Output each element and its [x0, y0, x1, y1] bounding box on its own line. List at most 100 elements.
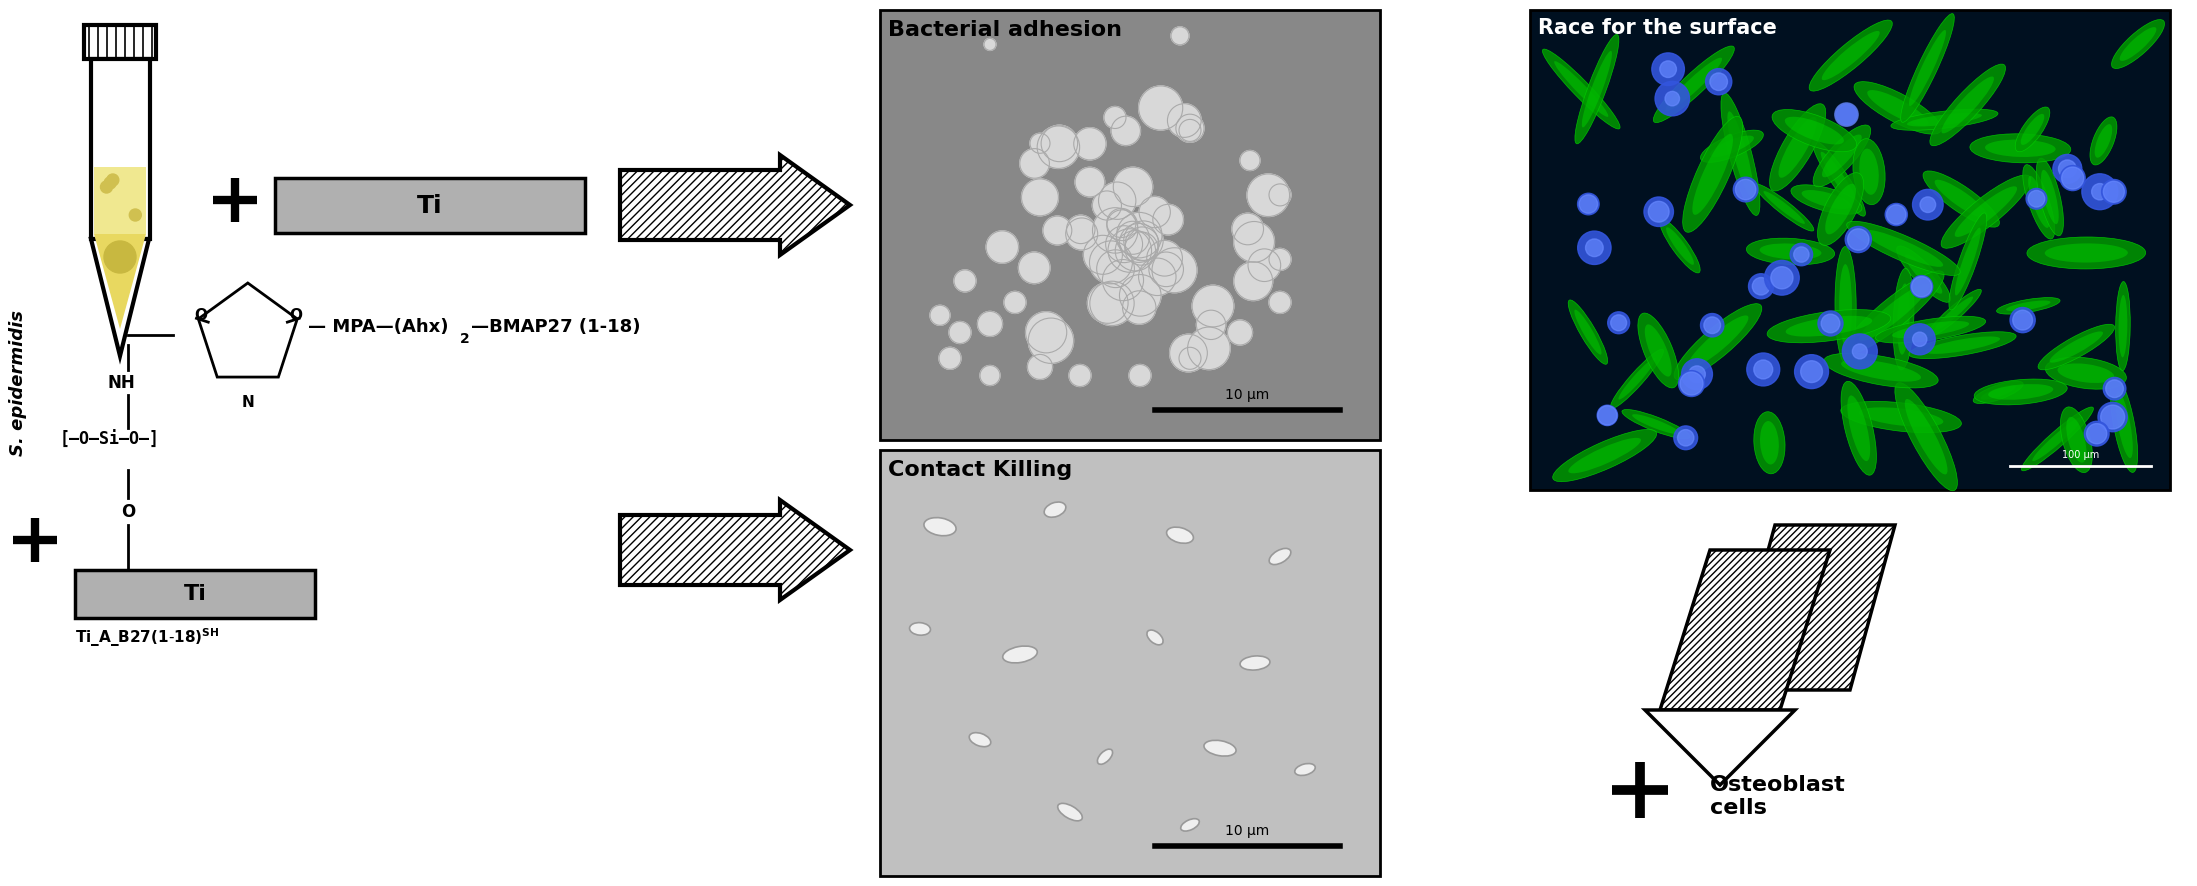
Text: Race for the surface: Race for the surface: [1538, 18, 1777, 38]
Circle shape: [978, 311, 1002, 337]
Circle shape: [1911, 276, 1931, 297]
Circle shape: [1764, 260, 1799, 295]
Circle shape: [1270, 291, 1292, 314]
Ellipse shape: [1784, 117, 1843, 144]
Polygon shape: [1646, 710, 1795, 785]
Ellipse shape: [1610, 349, 1663, 408]
Circle shape: [949, 322, 971, 344]
Circle shape: [1116, 213, 1162, 258]
Circle shape: [1705, 68, 1731, 95]
Ellipse shape: [1569, 438, 1641, 473]
Ellipse shape: [1821, 135, 1861, 177]
Circle shape: [1920, 197, 1936, 213]
Ellipse shape: [2050, 331, 2103, 362]
Circle shape: [2092, 183, 2107, 200]
Ellipse shape: [2116, 282, 2131, 370]
Circle shape: [1083, 236, 1123, 275]
Ellipse shape: [2094, 124, 2111, 158]
Ellipse shape: [1841, 360, 1920, 382]
Ellipse shape: [1764, 191, 1806, 224]
Circle shape: [1597, 405, 1617, 425]
Ellipse shape: [2111, 19, 2164, 68]
Circle shape: [1914, 332, 1927, 346]
Text: Bacterial adhesion: Bacterial adhesion: [888, 20, 1123, 40]
Ellipse shape: [1988, 384, 2054, 400]
Circle shape: [1802, 361, 1824, 383]
Circle shape: [2010, 307, 2034, 333]
Circle shape: [1709, 73, 1727, 90]
Ellipse shape: [2118, 295, 2127, 357]
Circle shape: [1665, 91, 1679, 105]
Circle shape: [1795, 354, 1828, 389]
Ellipse shape: [1925, 337, 1999, 354]
Ellipse shape: [1843, 271, 1944, 354]
Text: NH: NH: [108, 374, 136, 392]
Circle shape: [108, 174, 119, 186]
Circle shape: [2103, 377, 2127, 400]
Circle shape: [1138, 258, 1175, 296]
Text: 2: 2: [459, 332, 470, 346]
Circle shape: [1681, 372, 1703, 395]
Circle shape: [1648, 201, 1670, 222]
Circle shape: [1092, 190, 1120, 220]
Ellipse shape: [1674, 304, 1762, 380]
Ellipse shape: [1894, 383, 1958, 491]
Ellipse shape: [1955, 228, 1982, 295]
Ellipse shape: [1848, 395, 1870, 461]
Ellipse shape: [1646, 324, 1672, 377]
Circle shape: [1090, 241, 1131, 284]
Ellipse shape: [1909, 331, 2017, 359]
Polygon shape: [1661, 550, 1830, 710]
Text: S. epidermidis: S. epidermidis: [9, 310, 26, 456]
Ellipse shape: [2067, 416, 2087, 462]
Circle shape: [2098, 402, 2127, 431]
Ellipse shape: [1909, 30, 1947, 106]
Ellipse shape: [1848, 222, 1960, 276]
Ellipse shape: [1044, 502, 1066, 517]
Text: 10 μm: 10 μm: [1226, 388, 1270, 402]
Ellipse shape: [1180, 819, 1200, 831]
Circle shape: [1837, 105, 1856, 125]
Circle shape: [1905, 323, 1936, 354]
Ellipse shape: [1239, 656, 1270, 670]
Ellipse shape: [1826, 183, 1856, 235]
Ellipse shape: [1894, 268, 1914, 369]
Ellipse shape: [1700, 130, 1764, 162]
Ellipse shape: [1753, 412, 1784, 474]
Circle shape: [1123, 221, 1162, 260]
Polygon shape: [94, 167, 145, 234]
Circle shape: [1180, 120, 1202, 142]
Ellipse shape: [2021, 113, 2045, 145]
Circle shape: [1180, 347, 1202, 369]
Ellipse shape: [969, 733, 991, 747]
Ellipse shape: [1986, 140, 2056, 157]
Circle shape: [1107, 229, 1151, 272]
Circle shape: [103, 241, 136, 273]
Circle shape: [2061, 167, 2083, 189]
Ellipse shape: [1791, 185, 1863, 214]
Circle shape: [2103, 182, 2124, 202]
Circle shape: [1149, 252, 1184, 287]
Circle shape: [1138, 86, 1182, 130]
Polygon shape: [90, 239, 149, 356]
Ellipse shape: [1949, 213, 1986, 310]
Circle shape: [1022, 179, 1059, 216]
Circle shape: [2083, 174, 2118, 210]
Ellipse shape: [925, 517, 956, 536]
Ellipse shape: [1973, 381, 2023, 403]
Polygon shape: [620, 500, 850, 600]
Circle shape: [130, 209, 141, 221]
Ellipse shape: [1167, 527, 1193, 543]
Ellipse shape: [2006, 300, 2050, 311]
Circle shape: [1123, 291, 1156, 324]
Ellipse shape: [1802, 190, 1852, 209]
Ellipse shape: [1727, 112, 1753, 197]
Ellipse shape: [1654, 46, 1733, 122]
Circle shape: [953, 270, 975, 291]
Ellipse shape: [1294, 764, 1316, 775]
Ellipse shape: [1863, 229, 1942, 267]
Circle shape: [1107, 208, 1136, 237]
Ellipse shape: [2023, 165, 2054, 239]
Circle shape: [1689, 366, 1705, 383]
Ellipse shape: [1747, 238, 1834, 265]
